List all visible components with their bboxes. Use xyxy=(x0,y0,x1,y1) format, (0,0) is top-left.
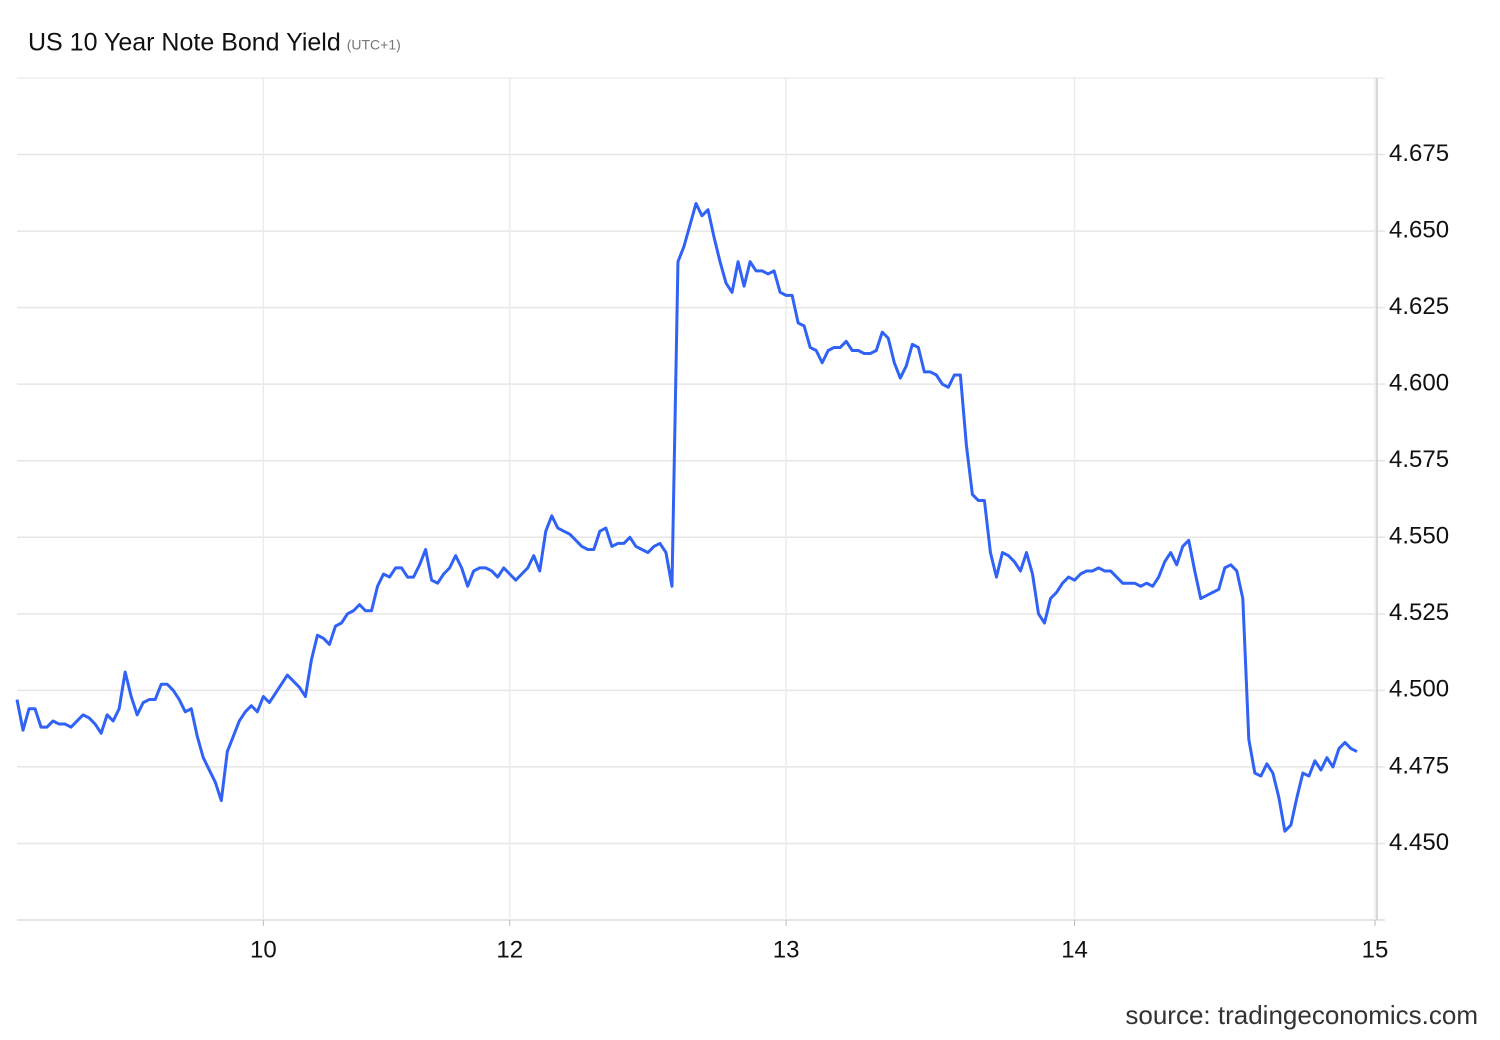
y-tick-label: 4.575 xyxy=(1389,446,1449,473)
y-tick-label: 4.475 xyxy=(1389,752,1449,779)
x-tick-label: 12 xyxy=(496,936,523,963)
y-tick-label: 4.675 xyxy=(1389,140,1449,167)
chart-subtitle: (UTC+1) xyxy=(347,37,401,53)
chart-title: US 10 Year Note Bond Yield xyxy=(28,29,341,57)
y-tick-label: 4.450 xyxy=(1389,829,1449,856)
data-line xyxy=(15,202,1358,833)
y-tick-label: 4.550 xyxy=(1389,523,1449,550)
x-tick-label: 14 xyxy=(1061,936,1088,963)
x-tick-label: 13 xyxy=(773,936,800,963)
y-tick-label: 4.625 xyxy=(1389,293,1449,320)
y-tick-label: 4.500 xyxy=(1389,676,1449,703)
x-tick-label: 10 xyxy=(250,936,277,963)
y-tick-label: 4.525 xyxy=(1389,599,1449,626)
x-tick-label: 15 xyxy=(1362,936,1389,963)
source-note: source: tradingeconomics.com xyxy=(1125,1000,1478,1030)
y-tick-label: 4.650 xyxy=(1389,216,1449,243)
y-tick-label: 4.600 xyxy=(1389,370,1449,397)
